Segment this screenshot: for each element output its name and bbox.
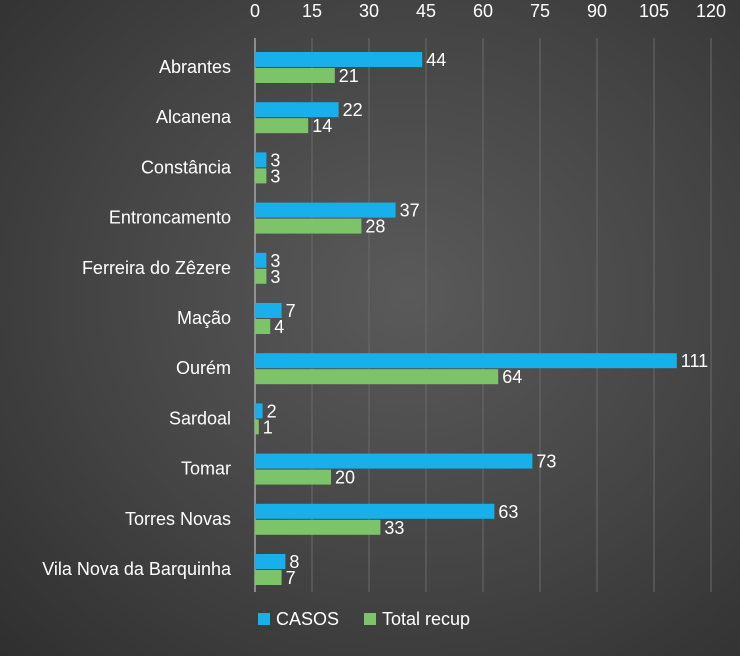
bars bbox=[255, 52, 677, 585]
bar-total-recup bbox=[255, 268, 267, 284]
data-label: 111 bbox=[681, 351, 708, 371]
data-label: 33 bbox=[384, 518, 404, 538]
bar-casos bbox=[255, 252, 267, 268]
x-tick-label: 120 bbox=[696, 1, 726, 21]
category-label: Constância bbox=[141, 157, 232, 177]
x-axis-ticks: 0 15 30 45 60 75 90 105 120 bbox=[250, 1, 726, 21]
bar-casos bbox=[255, 353, 677, 369]
bar-casos bbox=[255, 102, 339, 118]
bar-casos bbox=[255, 303, 282, 318]
bar-total-recup bbox=[255, 419, 259, 435]
bar-casos bbox=[255, 554, 286, 569]
category-label: Abrantes bbox=[159, 57, 231, 77]
bar-total-recup bbox=[255, 369, 499, 385]
bar-total-recup bbox=[255, 319, 271, 334]
legend-swatch bbox=[258, 613, 270, 625]
bar-casos bbox=[255, 202, 396, 218]
bar-casos bbox=[255, 403, 263, 419]
category-label: Vila Nova da Barquinha bbox=[42, 559, 232, 579]
data-label: 3 bbox=[270, 251, 280, 271]
data-label: 20 bbox=[335, 468, 355, 488]
data-label: 64 bbox=[502, 367, 522, 387]
legend-label: Total recup bbox=[382, 609, 470, 629]
legend-swatch bbox=[364, 613, 376, 625]
category-labels: Abrantes Alcanena Constância Entroncamento F… bbox=[42, 57, 232, 579]
data-label: 3 bbox=[270, 150, 280, 170]
x-tick-label: 105 bbox=[639, 1, 669, 21]
legend: CASOS Total recup bbox=[258, 609, 470, 629]
data-label: 28 bbox=[365, 217, 385, 237]
data-label: 4 bbox=[274, 317, 284, 337]
x-tick-label: 60 bbox=[473, 1, 493, 21]
category-label: Tomar bbox=[181, 459, 231, 479]
bar-total-recup bbox=[255, 469, 331, 485]
bar-total-recup bbox=[255, 218, 362, 234]
bar-casos bbox=[255, 152, 267, 168]
data-label: 14 bbox=[312, 116, 332, 136]
bar-total-recup bbox=[255, 68, 335, 83]
data-label: 3 bbox=[270, 267, 280, 287]
x-tick-label: 45 bbox=[416, 1, 436, 21]
data-label: 7 bbox=[286, 301, 296, 321]
data-label: 63 bbox=[498, 502, 518, 522]
data-label: 1 bbox=[263, 417, 273, 437]
category-label: Alcanena bbox=[156, 107, 232, 127]
category-label: Entroncamento bbox=[109, 208, 231, 228]
data-label: 2 bbox=[267, 401, 277, 421]
x-tick-label: 90 bbox=[587, 1, 607, 21]
category-label: Torres Novas bbox=[125, 509, 231, 529]
gridlines bbox=[311, 38, 712, 592]
data-label: 8 bbox=[289, 552, 299, 572]
x-tick-label: 30 bbox=[359, 1, 379, 21]
data-label: 73 bbox=[536, 452, 556, 472]
bar-casos bbox=[255, 453, 533, 469]
data-label: 44 bbox=[426, 50, 446, 70]
category-label: Ourém bbox=[176, 358, 231, 378]
x-tick-label: 75 bbox=[530, 1, 550, 21]
x-tick-label: 15 bbox=[302, 1, 322, 21]
bar-total-recup bbox=[255, 519, 381, 535]
bar-casos bbox=[255, 52, 423, 67]
category-label: Mação bbox=[177, 308, 231, 328]
data-label: 21 bbox=[339, 66, 359, 86]
category-label: Sardoal bbox=[169, 408, 231, 428]
x-tick-label: 0 bbox=[250, 1, 260, 21]
bar-total-recup bbox=[255, 118, 309, 134]
category-label: Ferreira do Zêzere bbox=[82, 258, 231, 278]
bar-casos bbox=[255, 503, 495, 519]
data-label: 22 bbox=[343, 100, 363, 120]
data-label: 3 bbox=[270, 166, 280, 186]
data-label: 37 bbox=[400, 201, 420, 221]
bar-total-recup bbox=[255, 168, 267, 184]
data-label: 7 bbox=[286, 568, 296, 588]
bar-total-recup bbox=[255, 570, 282, 585]
legend-label: CASOS bbox=[276, 609, 339, 629]
